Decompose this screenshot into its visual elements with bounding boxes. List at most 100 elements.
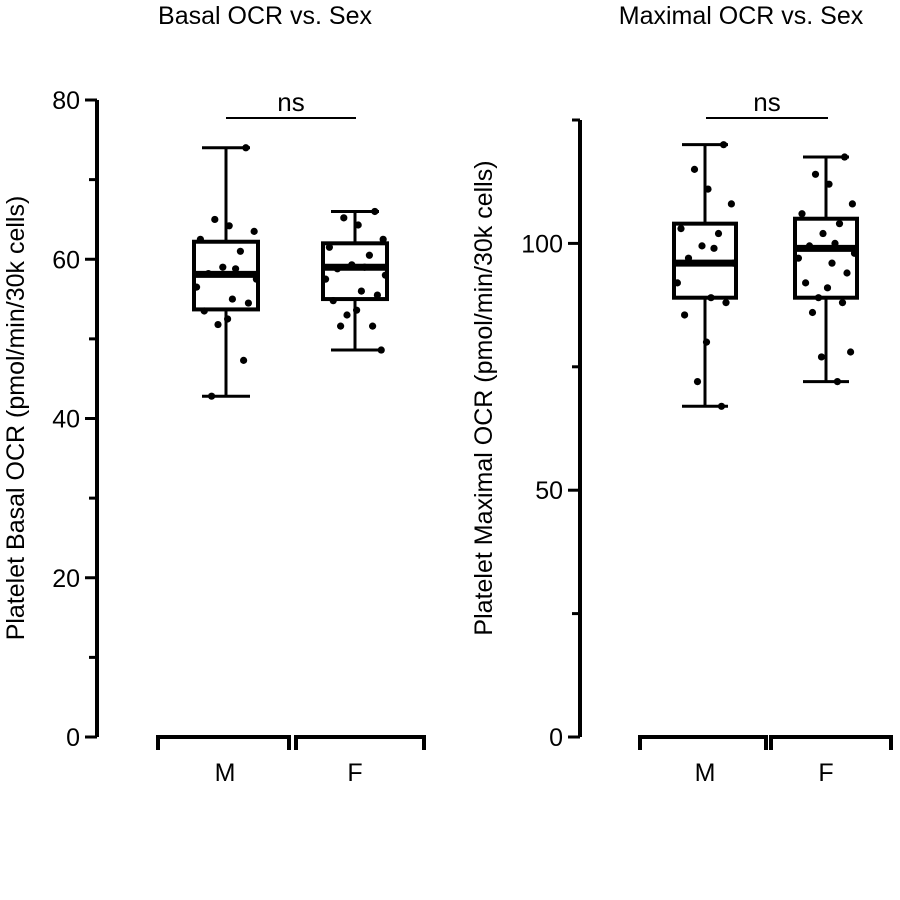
- boxes: [192, 144, 389, 400]
- x-axis-segment-M: [638, 735, 768, 750]
- data-point: [353, 306, 361, 314]
- data-point: [814, 294, 823, 302]
- box-group-F: [793, 153, 859, 386]
- y-tick-label: 0: [549, 724, 563, 752]
- y-tick-label: 20: [52, 565, 80, 593]
- data-point: [228, 295, 236, 303]
- box-group-M: [192, 144, 260, 400]
- data-point: [702, 338, 711, 346]
- y-tick-label: 100: [521, 230, 563, 258]
- y-ticks: 0 50 100: [521, 118, 580, 752]
- data-point: [798, 210, 806, 218]
- data-point: [250, 227, 258, 235]
- data-point: [240, 356, 248, 364]
- data-point: [817, 353, 826, 361]
- data-point: [841, 153, 849, 161]
- data-point: [710, 244, 718, 252]
- data-point: [225, 222, 233, 230]
- data-point: [236, 247, 244, 255]
- data-point: [211, 215, 219, 224]
- data-point: [684, 254, 693, 262]
- x-axis-segment-F: [294, 735, 426, 750]
- data-point: [321, 275, 330, 283]
- y-tick-label: 50: [535, 477, 563, 505]
- x-tick-label-M: M: [215, 759, 236, 787]
- box-group-F: [321, 207, 389, 354]
- y-tick-label: 60: [52, 246, 80, 274]
- data-point: [357, 287, 365, 295]
- data-point: [843, 269, 851, 277]
- x-axis: M F: [638, 735, 893, 787]
- significance-bracket: ns: [226, 87, 356, 119]
- data-point: [200, 307, 208, 315]
- x-axis: M F: [156, 735, 426, 787]
- data-point: [850, 249, 859, 257]
- data-point: [717, 402, 726, 410]
- data-point: [192, 283, 201, 291]
- data-point: [698, 242, 706, 250]
- x-axis-segment-F: [769, 735, 893, 750]
- data-point: [329, 297, 337, 305]
- data-point: [242, 144, 250, 152]
- data-point: [232, 265, 240, 273]
- data-point: [825, 180, 833, 188]
- data-point: [379, 235, 387, 243]
- data-point: [729, 259, 738, 267]
- significance-bracket: ns: [706, 87, 828, 119]
- y-axis-label: Platelet Basal OCR (pmol/min/30k cells): [2, 196, 30, 641]
- data-point: [214, 320, 222, 329]
- panel-maximal: Maximal OCR vs. Sex Platelet Maximal OCR…: [470, 2, 893, 787]
- y-ticks: 0 20 40 60 80: [52, 87, 97, 752]
- data-point: [722, 299, 730, 307]
- data-point: [204, 269, 212, 278]
- data-point: [354, 221, 362, 229]
- data-point: [714, 229, 723, 238]
- panel-basal: Basal OCR vs. Sex Platelet Basal OCR (pm…: [2, 2, 426, 787]
- data-point: [823, 284, 832, 292]
- data-point: [720, 141, 728, 149]
- box: [321, 241, 389, 302]
- data-point: [377, 346, 385, 354]
- data-point: [343, 311, 351, 319]
- data-point: [381, 271, 389, 279]
- data-point: [348, 261, 356, 269]
- y-tick-label: 80: [52, 87, 80, 115]
- significance-label: ns: [753, 87, 780, 117]
- boxes: [672, 141, 859, 410]
- data-point: [373, 291, 381, 299]
- data-point: [693, 378, 702, 386]
- data-point: [808, 308, 817, 317]
- data-point: [805, 242, 814, 250]
- data-point: [371, 207, 379, 216]
- data-point: [704, 185, 712, 193]
- chart-title: Maximal OCR vs. Sex: [619, 2, 864, 30]
- data-point: [252, 275, 260, 283]
- box-group-M: [672, 141, 738, 410]
- data-point: [794, 254, 803, 262]
- data-point: [361, 263, 369, 271]
- data-point: [340, 214, 348, 222]
- data-point: [831, 239, 839, 247]
- data-point: [848, 200, 857, 208]
- data-point: [681, 311, 689, 319]
- data-point: [802, 279, 810, 287]
- data-point: [369, 322, 377, 330]
- x-axis-segment-M: [156, 735, 291, 750]
- data-point: [828, 259, 836, 267]
- data-point: [196, 235, 204, 243]
- data-point: [707, 294, 715, 302]
- data-point: [835, 220, 844, 228]
- data-point: [727, 200, 736, 208]
- data-point: [325, 243, 333, 251]
- y-axis-label: Platelet Maximal OCR (pmol/min/30k cells…: [470, 160, 498, 635]
- significance-label: ns: [277, 87, 304, 117]
- data-point: [847, 348, 855, 356]
- x-tick-label-M: M: [695, 759, 716, 787]
- data-point: [224, 315, 232, 323]
- data-point: [333, 265, 341, 273]
- data-point: [690, 165, 699, 173]
- data-point: [811, 170, 820, 178]
- y-tick-label: 40: [52, 406, 80, 434]
- data-point: [208, 392, 216, 400]
